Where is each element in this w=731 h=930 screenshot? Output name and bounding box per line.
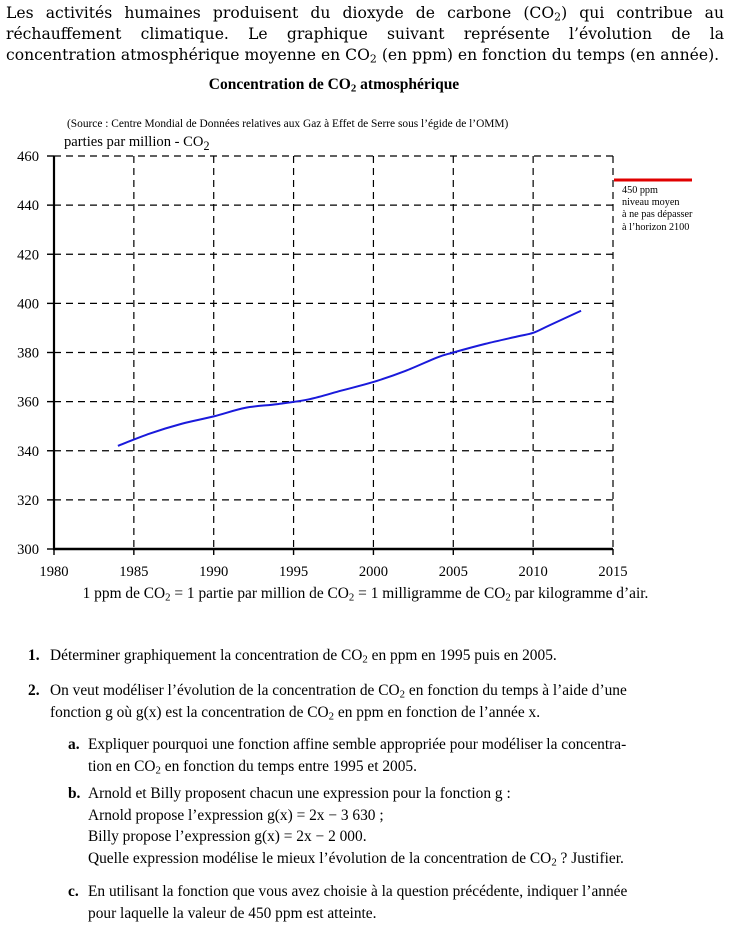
x-tick-label: 2010 xyxy=(519,564,548,580)
chart-tick-labels: 300 320 340 360 380 400 420 440 460 1980 1985 1990 1… xyxy=(17,149,627,580)
y-tick-label: 440 xyxy=(17,198,39,214)
y-tick-label: 320 xyxy=(17,493,39,509)
y-tick-label: 420 xyxy=(17,247,39,263)
question-text-line: Billy propose l’expression g(x) = 2x − 2… xyxy=(88,828,367,845)
question-number: 2. xyxy=(28,682,40,699)
threshold-label-line: niveau moyen xyxy=(622,197,680,209)
y-tick-label: 460 xyxy=(17,149,39,165)
x-tick-label: 1980 xyxy=(39,564,68,580)
x-tick-label: 2005 xyxy=(439,564,468,580)
question-text-line: Arnold propose l’expression g(x) = 2x − … xyxy=(88,806,384,824)
threshold-label-line: 450 ppm xyxy=(622,185,658,196)
subquestion-letter: c. xyxy=(68,883,79,900)
unit-note: 1 ppm de CO2 = 1 partie par million de C… xyxy=(82,585,649,604)
question-2c: c. En utilisant la fonction que vous ave… xyxy=(68,881,726,924)
chart-axes xyxy=(47,155,614,555)
threshold-label-line: à l’horizon 2100 xyxy=(622,221,690,233)
question-number: 1. xyxy=(28,647,40,664)
x-tick-label: 1995 xyxy=(279,564,308,580)
x-tick-label: 1985 xyxy=(119,564,148,580)
chart-grid xyxy=(54,155,614,549)
question-text: Déterminer graphiquement la concentratio… xyxy=(50,647,557,666)
question-text-line: On veut modéliser l’évolution de la conc… xyxy=(50,682,627,701)
question-2b: b. Arnold et Billy proposent chacun une … xyxy=(68,783,726,869)
x-tick-label: 1990 xyxy=(199,564,228,580)
question-text-line: En utilisant la fonction que vous avez c… xyxy=(88,883,628,900)
co2-series-line xyxy=(117,309,582,447)
y-tick-label: 340 xyxy=(17,444,39,460)
question-text-line: fonction g où g(x) est la concentration … xyxy=(50,703,541,723)
question-text-line: Quelle expression modélise le mieux l’év… xyxy=(88,849,624,869)
threshold-label-line: à ne pas dépasser xyxy=(622,209,693,221)
subquestion-letter: a. xyxy=(68,736,80,753)
x-tick-label: 2000 xyxy=(359,564,388,580)
subquestion-letter: b. xyxy=(68,785,81,802)
y-tick-label: 300 xyxy=(17,542,39,558)
threshold-label: 450 ppm niveau moyen à ne pas dépasser à… xyxy=(622,185,692,234)
x-tick-label: 2015 xyxy=(598,564,627,580)
question-1: 1. Déterminer graphiquement la concentra… xyxy=(28,645,557,667)
chart-title: Concentration de CO2 atmosphérique xyxy=(208,76,460,95)
question-2a: a. Expliquer pourquoi une fonction affin… xyxy=(68,734,726,777)
chart-source: (Source : Centre Mondial de Données rela… xyxy=(67,118,509,130)
question-text-line: Expliquer pourquoi une fonction affine s… xyxy=(88,736,627,753)
y-tick-label: 400 xyxy=(17,296,39,312)
question-text-line: tion en CO2 en fonction du temps entre 1… xyxy=(88,757,417,777)
chart-series xyxy=(117,309,582,447)
question-2: 2. On veut modéliser l’évolution de la c… xyxy=(28,680,726,723)
y-tick-label: 380 xyxy=(17,346,39,362)
co2-chart: 300 320 340 360 380 400 420 440 460 1980 1985 1990 1… xyxy=(17,149,692,580)
question-text-line: Arnold et Billy proposent chacun une exp… xyxy=(88,785,511,802)
intro-paragraph: Les activités humaines produisent du dio… xyxy=(6,4,724,66)
question-text-line: pour laquelle la valeur de 450 ppm est a… xyxy=(88,904,377,922)
y-tick-label: 360 xyxy=(17,395,39,411)
y-axis-label: parties par million - CO2 xyxy=(64,134,210,153)
